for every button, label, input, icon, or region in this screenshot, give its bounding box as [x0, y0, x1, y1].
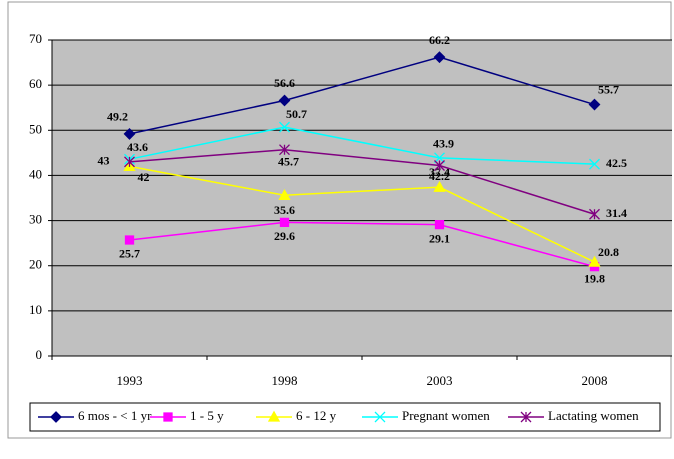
legend-label: Lactating women	[548, 408, 639, 423]
data-label: 55.7	[598, 82, 619, 96]
x-tick-label: 1993	[117, 373, 143, 388]
data-label: 20.8	[598, 245, 619, 259]
marker	[588, 98, 601, 111]
data-label: 35.6	[274, 203, 295, 217]
y-tick-label: 70	[29, 31, 42, 46]
marker	[279, 144, 290, 156]
data-label: 43.9	[433, 137, 454, 151]
y-tick-label: 40	[29, 166, 42, 181]
legend-label: 6 - 12 y	[296, 408, 337, 423]
marker	[434, 160, 445, 171]
x-tick-label: 2003	[427, 373, 453, 388]
marker	[124, 156, 135, 168]
marker	[279, 217, 290, 228]
data-label: 42	[138, 170, 150, 184]
legend-box	[29, 402, 661, 432]
data-label: 49.2	[107, 110, 128, 124]
data-label: 19.8	[584, 271, 605, 285]
series-line	[129, 56, 595, 135]
data-label: 29.1	[429, 231, 450, 245]
marker	[434, 219, 445, 230]
marker	[589, 158, 600, 170]
data-label: 37.4	[429, 165, 450, 179]
marker	[279, 121, 290, 133]
series-line	[129, 221, 595, 268]
series-line	[129, 165, 595, 263]
series-line	[129, 126, 595, 165]
plot-area	[52, 40, 672, 356]
legend-label: 1 - 5 y	[190, 408, 224, 423]
y-tick-label: 60	[29, 76, 42, 91]
data-label: 42.5	[606, 156, 627, 170]
data-label: 66.2	[429, 33, 450, 47]
marker	[123, 127, 136, 140]
marker	[278, 188, 291, 200]
legend-label: Pregnant women	[402, 408, 490, 423]
data-label: 56.6	[274, 76, 295, 90]
x-tick-label: 2008	[582, 373, 608, 388]
marker	[124, 235, 135, 245]
y-tick-label: 0	[36, 347, 43, 362]
data-label: 45.7	[278, 154, 299, 168]
y-tick-label: 20	[29, 257, 42, 272]
data-label: 29.6	[274, 229, 295, 243]
marker	[589, 208, 600, 220]
data-label: 43.6	[127, 140, 148, 154]
data-label: 43	[98, 154, 110, 168]
data-label: 50.7	[286, 107, 307, 121]
marker	[433, 51, 446, 64]
y-tick-label: 50	[29, 121, 42, 136]
legend-marker	[520, 411, 532, 423]
marker	[433, 180, 446, 192]
legend-marker	[374, 411, 386, 423]
legend-marker	[163, 412, 173, 422]
y-tick-label: 30	[29, 212, 42, 227]
legend-marker	[267, 410, 281, 422]
data-label: 42.2	[429, 169, 450, 183]
legend-label: 6 mos - < 1 yr	[78, 408, 152, 423]
marker	[278, 94, 291, 107]
x-tick-label: 1998	[272, 373, 298, 388]
marker	[588, 255, 601, 267]
legend-marker	[50, 411, 62, 423]
marker	[434, 152, 445, 164]
data-label: 25.7	[119, 247, 140, 261]
series-line	[129, 148, 595, 215]
data-label: 31.4	[606, 206, 627, 220]
y-tick-label: 10	[29, 302, 42, 317]
